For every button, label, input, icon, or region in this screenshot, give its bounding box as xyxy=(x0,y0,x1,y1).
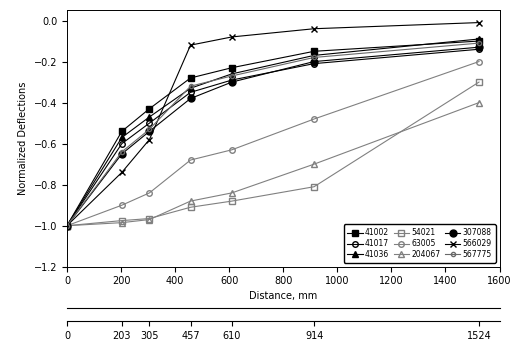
307088 xyxy=(146,129,152,133)
204067 xyxy=(311,162,317,166)
Line: 41002: 41002 xyxy=(64,38,482,228)
54021 xyxy=(187,205,194,209)
63005 xyxy=(311,117,317,121)
54021 xyxy=(146,216,152,221)
41002 xyxy=(229,66,235,70)
41002 xyxy=(311,49,317,53)
Y-axis label: Normalized Deflections: Normalized Deflections xyxy=(18,82,28,195)
Legend: 41002, 41017, 41036, 54021, 63005, 204067, 307088, 566029, 567775: 41002, 41017, 41036, 54021, 63005, 20406… xyxy=(344,224,496,263)
41036 xyxy=(311,53,317,57)
41017 xyxy=(187,90,194,94)
63005 xyxy=(146,191,152,195)
Line: 567775: 567775 xyxy=(65,41,481,228)
307088 xyxy=(64,224,70,228)
41017 xyxy=(476,47,482,51)
204067 xyxy=(146,218,152,222)
63005 xyxy=(119,203,125,207)
41036 xyxy=(187,86,194,90)
41036 xyxy=(476,37,482,41)
567775 xyxy=(64,224,70,228)
41002 xyxy=(119,129,125,133)
41002 xyxy=(146,107,152,111)
Line: 566029: 566029 xyxy=(63,19,483,229)
41002 xyxy=(64,224,70,228)
41036 xyxy=(119,135,125,140)
204067 xyxy=(229,191,235,195)
204067 xyxy=(476,101,482,105)
63005 xyxy=(229,148,235,152)
41002 xyxy=(187,76,194,80)
54021 xyxy=(476,80,482,84)
Line: 54021: 54021 xyxy=(64,79,482,228)
41017 xyxy=(311,62,317,66)
Line: 41036: 41036 xyxy=(64,36,482,228)
567775 xyxy=(146,127,152,131)
41002 xyxy=(476,39,482,43)
41017 xyxy=(119,142,125,146)
566029 xyxy=(229,35,235,39)
41036 xyxy=(64,224,70,228)
567775 xyxy=(187,84,194,88)
54021 xyxy=(64,224,70,228)
307088 xyxy=(476,45,482,49)
204067 xyxy=(187,199,194,203)
307088 xyxy=(187,96,194,101)
54021 xyxy=(229,199,235,203)
41017 xyxy=(64,224,70,228)
63005 xyxy=(476,60,482,64)
54021 xyxy=(311,185,317,189)
566029 xyxy=(64,224,70,228)
41017 xyxy=(146,121,152,125)
Line: 41017: 41017 xyxy=(64,47,482,228)
204067 xyxy=(119,221,125,225)
567775 xyxy=(311,55,317,60)
63005 xyxy=(64,224,70,228)
567775 xyxy=(229,74,235,78)
307088 xyxy=(229,80,235,84)
307088 xyxy=(119,152,125,156)
41017 xyxy=(229,78,235,82)
41036 xyxy=(229,72,235,76)
307088 xyxy=(311,60,317,64)
567775 xyxy=(119,150,125,154)
566029 xyxy=(476,21,482,25)
41036 xyxy=(146,115,152,119)
567775 xyxy=(476,41,482,45)
566029 xyxy=(187,43,194,47)
566029 xyxy=(311,27,317,31)
Line: 204067: 204067 xyxy=(64,100,482,228)
X-axis label: Distance, mm: Distance, mm xyxy=(249,291,317,301)
566029 xyxy=(146,137,152,142)
Line: 307088: 307088 xyxy=(63,44,483,229)
Line: 63005: 63005 xyxy=(64,59,482,228)
63005 xyxy=(187,158,194,162)
566029 xyxy=(119,170,125,174)
204067 xyxy=(64,224,70,228)
54021 xyxy=(119,219,125,223)
